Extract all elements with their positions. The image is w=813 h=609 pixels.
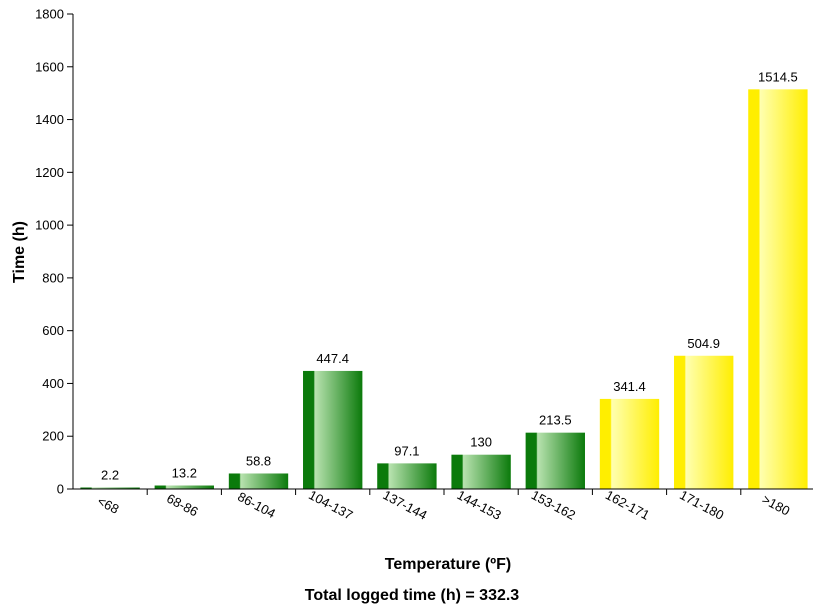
data-label: 97.1	[394, 443, 419, 458]
y-tick-label: 1200	[35, 165, 64, 180]
x-tick-label: 137-144	[380, 487, 429, 523]
data-labels-group: 2.2 13.2 58.8 447.4 97.1 130 213.5 341.4 504.9 15…	[101, 69, 798, 482]
y-tick-label: 1400	[35, 112, 64, 127]
bar	[748, 89, 808, 490]
y-axis-title: Time (h)	[11, 221, 28, 283]
bars-group	[80, 89, 808, 490]
x-tick-label: 86-104	[235, 489, 278, 521]
y-tick-label: 1000	[35, 218, 64, 233]
data-label: 1514.5	[758, 69, 798, 84]
bar	[525, 432, 585, 489]
bar	[599, 398, 660, 489]
x-ticks-group: <68 68-86 86-104 104-137 137-144 144-153 153-1…	[95, 487, 793, 523]
data-label: 213.5	[539, 413, 572, 428]
y-tick-label: 400	[42, 376, 64, 391]
x-tick-label: 162-171	[603, 487, 652, 523]
data-label: 58.8	[246, 453, 271, 468]
y-tick-label: 1600	[35, 59, 64, 74]
x-tick-label: 171-180	[677, 487, 726, 523]
y-tick-label: 0	[57, 482, 64, 497]
bar	[303, 370, 363, 489]
y-tick-label: 200	[42, 429, 64, 444]
x-tick-label: 68-86	[164, 491, 200, 520]
x-tick-label: 144-153	[455, 487, 504, 523]
data-label: 13.2	[172, 466, 197, 481]
data-label: 504.9	[687, 336, 720, 351]
x-tick-label: <68	[95, 493, 122, 517]
bar	[674, 355, 734, 489]
data-label: 341.4	[613, 379, 646, 394]
y-tick-label: 600	[42, 323, 64, 338]
x-tick-label: 153-162	[529, 487, 578, 523]
bar	[80, 487, 140, 489]
bar	[154, 485, 214, 489]
data-label: 130	[470, 435, 492, 450]
total-logged-time: Total logged time (h) = 332.3	[305, 587, 520, 604]
y-tick-label: 1800	[35, 7, 64, 22]
bar	[451, 454, 511, 489]
y-tick-label: 800	[42, 270, 64, 285]
x-axis-title: Temperature (ºF)	[385, 556, 511, 573]
data-label: 447.4	[316, 351, 349, 366]
data-label: 2.2	[101, 468, 119, 483]
bar	[228, 473, 289, 489]
bar	[377, 463, 437, 489]
x-tick-label: >180	[760, 492, 793, 519]
x-tick-label: 104-137	[306, 487, 355, 523]
y-ticks-group: 0 200 400 600 800 1000 1200 1400 1600 1800	[35, 7, 73, 497]
